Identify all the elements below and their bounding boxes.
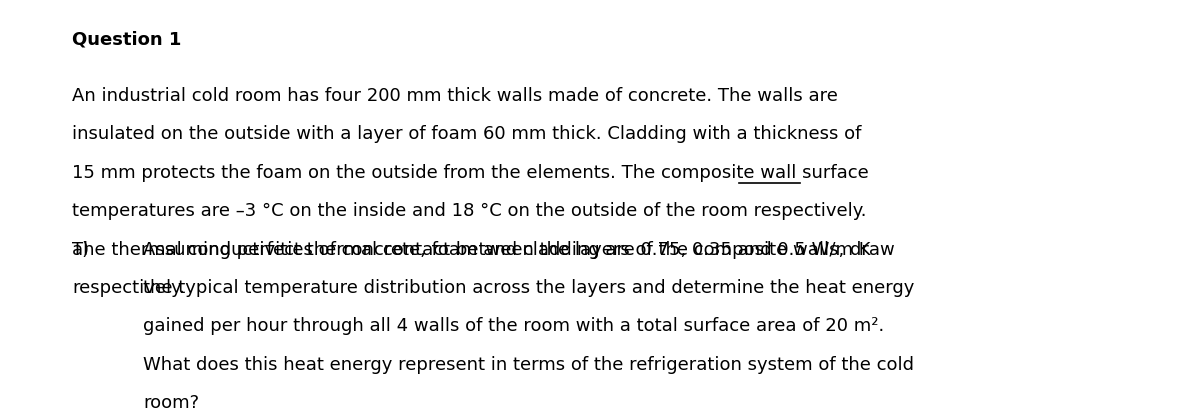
Text: respectively.: respectively. [72,279,185,297]
Text: room?: room? [143,394,199,412]
Text: An industrial cold room has four 200 mm thick walls made of concrete. The walls : An industrial cold room has four 200 mm … [72,87,838,105]
Text: temperatures are –3 °C on the inside and 18 °C on the outside of the room respec: temperatures are –3 °C on the inside and… [72,202,866,220]
Text: a): a) [72,241,90,259]
Text: insulated on the outside with a layer of foam 60 mm thick. Cladding with a thick: insulated on the outside with a layer of… [72,126,862,143]
Text: 15 mm protects the foam on the outside from the elements. The composite wall sur: 15 mm protects the foam on the outside f… [72,164,869,182]
Text: the typical temperature distribution across the layers and determine the heat en: the typical temperature distribution acr… [143,279,914,297]
Text: What does this heat energy represent in terms of the refrigeration system of the: What does this heat energy represent in … [143,356,914,374]
Text: Assuming perfect thermal contact between the layers of the composite walls, draw: Assuming perfect thermal contact between… [143,241,895,259]
Text: gained per hour through all 4 walls of the room with a total surface area of 20 : gained per hour through all 4 walls of t… [143,317,884,335]
Text: Question 1: Question 1 [72,30,181,48]
Text: The thermal conductivities of concrete, foam and cladding are 0.75, 0.35 and 0.5: The thermal conductivities of concrete, … [72,241,871,259]
